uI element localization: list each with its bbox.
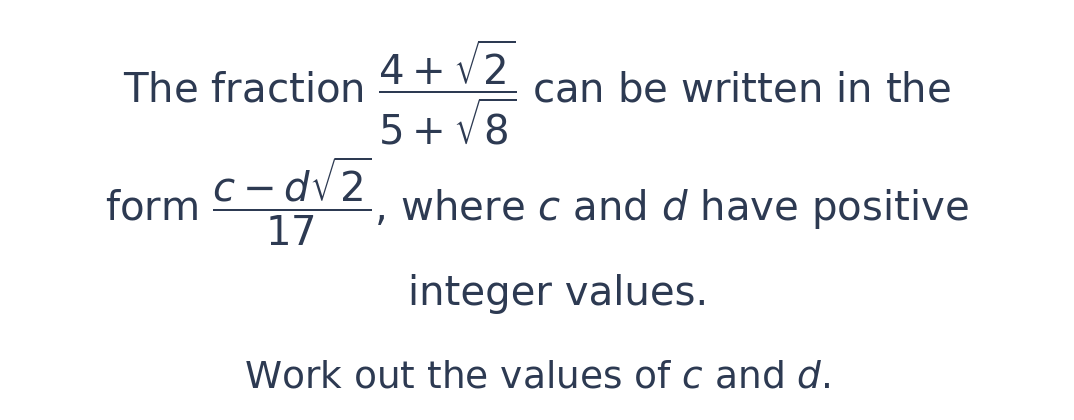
Text: The fraction $\dfrac{4+\sqrt{2}}{5+\sqrt{8}}$ can be written in the: The fraction $\dfrac{4+\sqrt{2}}{5+\sqrt… <box>124 37 950 147</box>
Text: integer values.: integer values. <box>408 274 709 314</box>
Text: Work out the values of $c$ and $d$.: Work out the values of $c$ and $d$. <box>244 360 830 396</box>
Text: form $\dfrac{c - d\sqrt{2}}{17}$, where $c$ and $d$ have positive: form $\dfrac{c - d\sqrt{2}}{17}$, where … <box>105 155 969 248</box>
